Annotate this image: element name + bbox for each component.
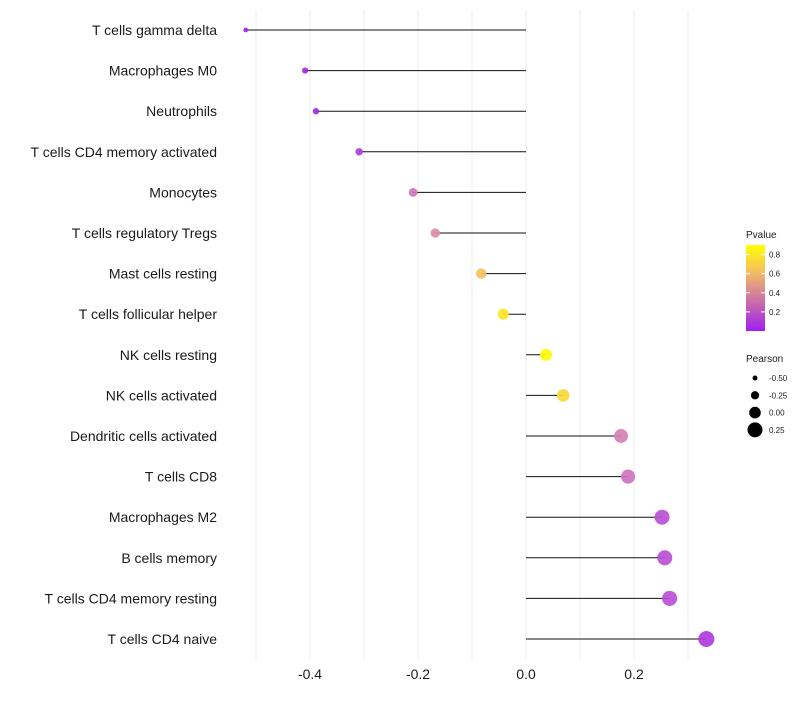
size-legend-label: -0.25 [769,391,788,400]
x-tick-label: -0.2 [406,666,430,682]
y-tick-label: Monocytes [149,184,217,200]
y-tick-labels: T cells gamma delta Macrophages M0 Neutrop… [31,22,218,647]
lollipop-point [620,469,636,484]
y-tick-label: Dendritic cells activated [70,428,217,444]
size-legend-dot [747,422,763,438]
colorbar-tick-label: 0.4 [769,289,781,298]
x-tick-labels: -0.4 -0.2 0.0 0.2 [298,666,644,682]
colorbar-tick-label: 0.8 [769,251,781,260]
x-tick-label: 0.0 [516,666,536,682]
size-legend-dot [752,375,758,381]
y-tick-label: T cells CD4 memory resting [45,590,217,606]
pearson-legend: Pearson -0.50 -0.25 0.00 0.25 [746,354,788,438]
y-tick-label: T cells CD4 naive [108,631,218,647]
y-tick-label: Mast cells resting [109,266,217,282]
lollipop-point [408,188,418,197]
lollipop-point [539,348,553,361]
lollipop-point [497,308,509,320]
size-legend-dot [750,391,760,400]
y-tick-label: B cells memory [121,550,217,566]
lollipop-point [475,268,487,279]
lollipop-point [312,108,320,115]
lollipop-point [556,389,570,402]
y-tick-label: T cells CD8 [145,469,217,485]
pearson-legend-title: Pearson [746,354,783,365]
lollipop-point [657,550,673,566]
y-tick-label: T cells follicular helper [79,306,218,322]
lollipop-point [614,429,629,443]
lollipop-point [662,590,678,606]
stem-layer [245,29,707,640]
pvalue-legend: Pvalue 0.8 0.6 0.4 0.2 [746,230,781,331]
x-tick-label: -0.4 [298,666,322,682]
size-legend-label: -0.50 [769,374,788,383]
y-tick-label: Macrophages M2 [109,509,217,525]
size-legend-dot [749,406,761,419]
lollipop-point [302,67,309,74]
point-layer [243,27,715,648]
y-tick-label: T cells regulatory Tregs [72,225,217,241]
size-legend-label: 0.00 [769,409,785,418]
y-tick-label: Macrophages M0 [109,63,217,79]
pvalue-colorbar [746,245,765,331]
y-tick-label: Neutrophils [146,103,217,119]
y-tick-label: NK cells activated [106,387,217,403]
lollipop-point [430,228,440,238]
y-tick-label: T cells CD4 memory activated [31,144,217,160]
lollipop-point [243,27,249,33]
lollipop-point [698,630,715,648]
size-legend-label: 0.25 [769,426,785,435]
pvalue-legend-title: Pvalue [746,230,777,241]
y-tick-label: T cells gamma delta [92,22,217,38]
lollipop-point [355,148,363,156]
colorbar-tick-label: 0.2 [769,308,781,317]
colorbar-tick-label: 0.6 [769,270,781,279]
x-tick-label: 0.2 [624,666,644,682]
y-tick-label: NK cells resting [120,347,217,363]
grid-layer [255,10,689,660]
lollipop-point [654,509,670,525]
